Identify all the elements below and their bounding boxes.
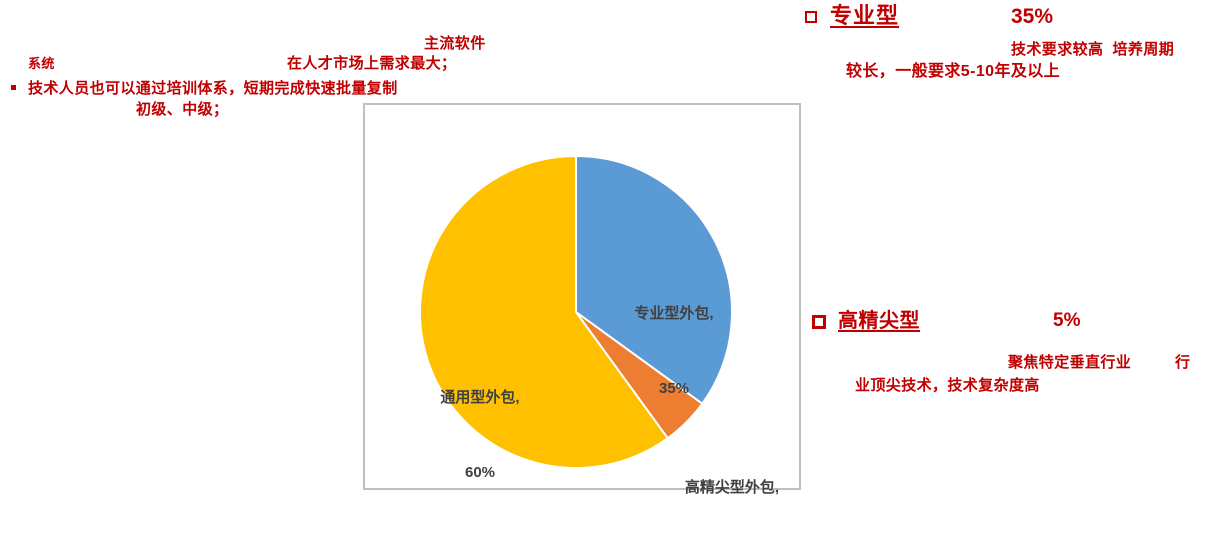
pie-label-general-name: 通用型外包, — [440, 389, 520, 406]
section-professional-heading: 专业型 — [830, 3, 900, 28]
pie-label-professional-value: 35% — [658, 380, 690, 397]
note-training: 技术人员也可以通过培训体系，短期完成快速批量复制 — [28, 80, 398, 97]
chart-plot-area — [363, 103, 801, 490]
section-professional-desc-line1: 技术要求较高 培养周期 — [1011, 41, 1175, 58]
note-levels: 初级、中级； — [136, 101, 229, 118]
pie-label-general-value: 60% — [464, 464, 496, 481]
section-highend-desc-line2: 业顶尖技术，技术复杂度高 — [855, 377, 1040, 394]
checkbox-bullet-icon — [805, 11, 817, 23]
section-highend-desc-line1a: 聚焦特定垂直行业 — [1008, 354, 1132, 371]
pie-slice-0 — [575, 155, 733, 405]
section-highend-value: 5% — [1053, 310, 1081, 331]
note-mainstream-title: 主流软件 — [424, 35, 486, 52]
pie-label-general: 通用型外包, 60% — [395, 335, 565, 535]
section-professional-value: 35% — [1011, 5, 1054, 28]
note-market-demand: 在人才市场上需求最大； — [287, 55, 457, 72]
pie-chart — [419, 155, 733, 469]
pie-slice-2 — [419, 155, 669, 469]
checkbox-bullet-icon — [812, 315, 826, 329]
pie-label-highend: 高精尖型外包, 5% — [647, 425, 817, 536]
section-highend-desc-line1b: 行 — [1175, 354, 1191, 371]
pie-label-professional: 专业型外包, 35% — [589, 251, 759, 451]
section-professional-desc-line2: 较长，一般要求5-10年及以上 — [846, 63, 1061, 80]
pie-label-professional-name: 专业型外包, — [634, 305, 714, 322]
square-bullet-icon — [11, 85, 16, 90]
note-system: 系统 — [28, 56, 55, 71]
section-highend-heading: 高精尖型 — [838, 310, 920, 332]
pie-label-highend-name: 高精尖型外包, — [684, 479, 780, 496]
